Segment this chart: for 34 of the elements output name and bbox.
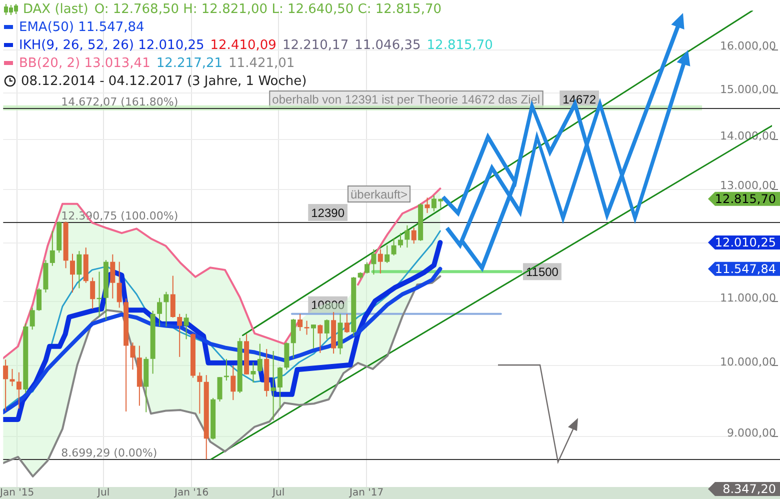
annotation: 12.010,25 [714,236,776,250]
annotation: 8.347,20 [722,482,776,496]
y-tick-label: 15.000,00 [720,82,776,96]
chart-title: DAX (last) [23,2,88,17]
annotation: 08.12.2014 - 04.12.2017 (3 Jahre, 1 Woche) [21,74,307,89]
y-tick-label: 11.000,00 [720,291,776,304]
annotation: 11.547,84 [714,262,776,276]
annotation: oberhalb von 12391 ist per Theorie 14672 das Ziel [272,92,540,106]
annotation: 11500 [526,264,559,279]
y-tick-label: 13.000,00 [720,179,776,192]
x-tick-label: Jan '16 [174,488,209,499]
x-tick-label: Jul [272,488,285,499]
legend-label: IKH(9, 26, 52, 26) 12.010,25 [19,38,204,53]
text: 11.421,01 [228,56,295,71]
annotation: 12.210,17 [282,38,349,53]
y-tick-label: 16.000,00 [720,40,776,53]
annotation: 14672 [562,92,596,106]
chart-subtitle: O: 12.768,50 H: 12.821,00 L: 12.640,50 C: 12.815,70 [94,2,442,17]
x-tick-label: Jan '17 [348,488,384,499]
text: 12.217,21 [156,56,223,71]
annotation: 12390 [311,206,345,220]
legend-label: EMA(50) 11.547,84 [19,20,144,35]
legend-label: BB(20, 2) 13.013,41 [19,56,150,71]
ref-line-label: 8.699,29 (0.00%) [61,446,158,460]
ref-line-label: 14.672,07 (161.80%) [61,96,178,108]
annotation: überkauft> [350,187,408,202]
annotation: 12.410,09 [210,38,276,53]
x-tick-label: Jul [96,488,110,499]
annotation: 12.815,70 [714,192,776,206]
y-tick-label: 10.000,00 [720,355,776,368]
annotation: 10800 [311,298,345,312]
y-tick-label: 9.000,00 [727,426,776,440]
annotation: 12.815,70 [426,38,493,53]
annotation: 11.046,35 [354,38,421,53]
